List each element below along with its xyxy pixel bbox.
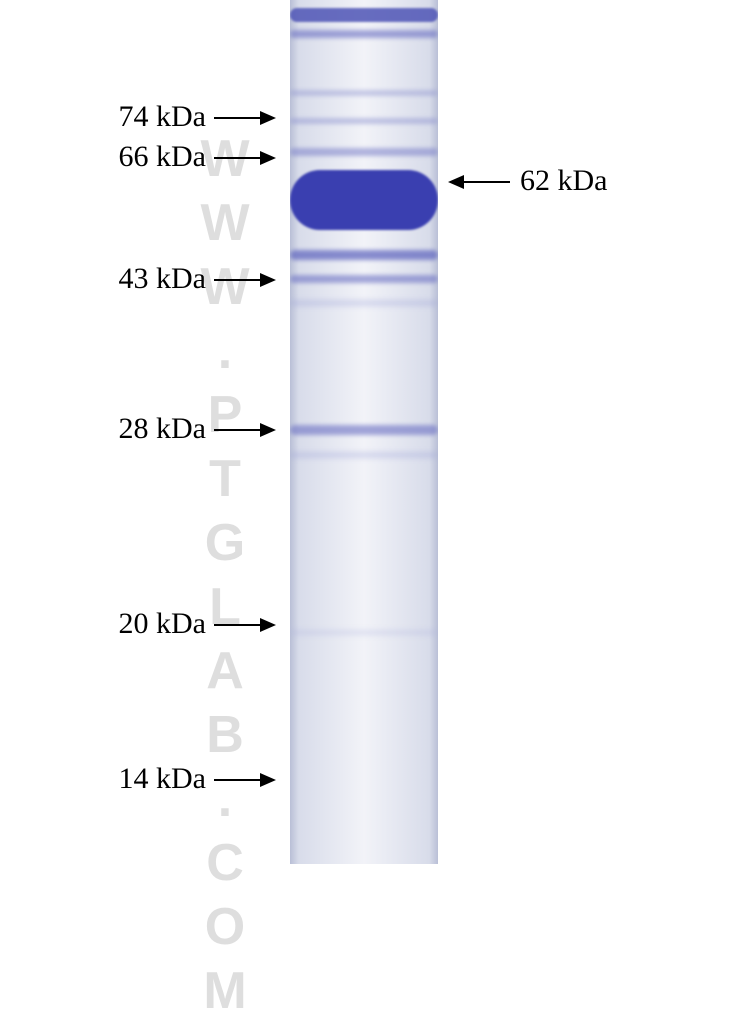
arrow-head-right-icon	[260, 618, 276, 632]
gel-band	[290, 118, 438, 124]
gel-band	[290, 250, 438, 260]
gel-band	[290, 90, 438, 96]
gel-band	[290, 630, 438, 635]
gel-band	[290, 148, 438, 156]
marker-arrow	[214, 273, 276, 287]
target-band-label: 62 kDa	[520, 164, 607, 198]
marker-label: 20 kDa	[119, 607, 206, 641]
arrow-line	[214, 279, 260, 282]
gel-lane	[290, 0, 438, 864]
arrow-head-right-icon	[260, 423, 276, 437]
arrow-line	[214, 429, 260, 432]
marker-label: 14 kDa	[119, 762, 206, 796]
marker-label: 43 kDa	[119, 262, 206, 296]
marker-arrow	[214, 773, 276, 787]
arrow-line	[214, 779, 260, 782]
arrow-head-right-icon	[260, 111, 276, 125]
gel-band	[290, 452, 438, 458]
marker-label: 66 kDa	[119, 140, 206, 174]
arrow-line	[214, 624, 260, 627]
gel-band	[290, 8, 438, 22]
arrow-head-right-icon	[260, 773, 276, 787]
arrow-line	[214, 117, 260, 120]
gel-band	[290, 170, 438, 230]
marker-label: 74 kDa	[119, 100, 206, 134]
marker-arrow	[214, 111, 276, 125]
marker-arrow	[214, 618, 276, 632]
arrow-line	[464, 181, 510, 184]
marker-label: 28 kDa	[119, 412, 206, 446]
gel-figure: WWW.PTGLAB.COM 62 kDa 74 kDa66 kDa43 kDa…	[0, 0, 740, 885]
target-arrow	[448, 175, 510, 189]
arrow-line	[214, 157, 260, 160]
gel-band	[290, 275, 438, 283]
marker-arrow	[214, 151, 276, 165]
arrow-head-right-icon	[260, 273, 276, 287]
gel-band	[290, 425, 438, 435]
arrow-head-left-icon	[448, 175, 464, 189]
gel-band	[290, 30, 438, 38]
gel-band	[290, 300, 438, 306]
arrow-head-right-icon	[260, 151, 276, 165]
marker-arrow	[214, 423, 276, 437]
